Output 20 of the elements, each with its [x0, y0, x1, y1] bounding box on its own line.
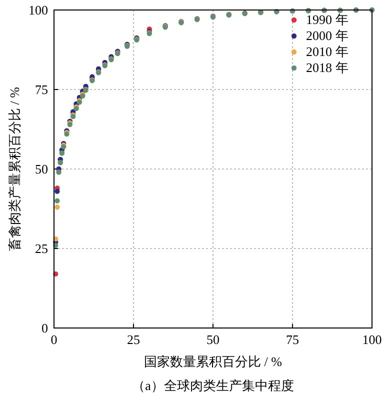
x-tick-label: 75 [286, 332, 299, 347]
text: （a）全球肉类生产集中程度 [132, 378, 294, 393]
legend-label: 2010 年 [306, 44, 348, 59]
point [54, 204, 60, 210]
legend-label: 1990 年 [306, 12, 348, 27]
legend-label: 2000 年 [306, 28, 348, 43]
x-tick-label: 0 [50, 332, 58, 347]
x-tick-label: 50 [206, 332, 220, 347]
legend-label: 2018 年 [306, 60, 348, 75]
y-tick-label: 75 [35, 82, 48, 97]
x-axis-title: 国家数量累积百分比 / % [144, 354, 282, 369]
y-tick-label: 0 [42, 320, 48, 336]
y-axis-title: 畜禽肉类产量累积百分比 / % [7, 86, 22, 251]
point [54, 188, 60, 194]
y-tick-label: 25 [35, 241, 48, 256]
y-tick-label: 50 [35, 162, 48, 176]
x-tick-label: 25 [127, 332, 140, 347]
point [54, 198, 60, 204]
x-tick-label: 100 [362, 332, 382, 347]
y-tick-label: 100 [28, 2, 48, 18]
